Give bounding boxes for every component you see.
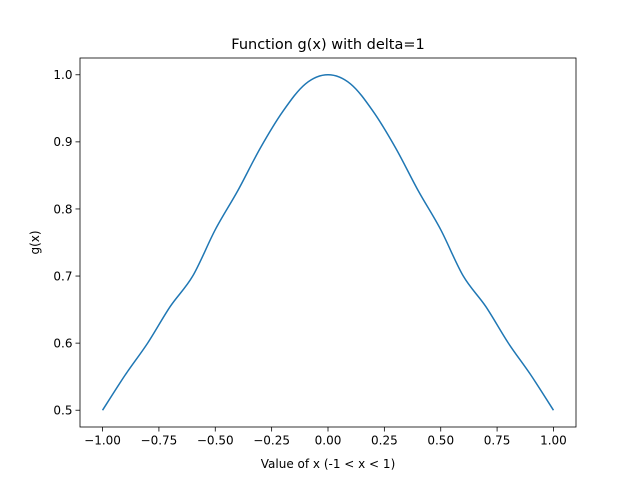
series-line-0 [101,74,555,411]
x-tick-label: −0.25 [253,434,290,448]
ticks-layer: −1.00 −0.75 −0.50 −0.25 0.00 0.25 0.50 0.75 1.00… [53,68,566,447]
y-tick-label: 1.0 [53,68,72,82]
x-tick-label: 0.25 [371,434,398,448]
x-tick-label: 0.00 [315,434,342,448]
y-tick-label: 0.7 [53,269,72,283]
x-tick-label: −0.75 [141,434,178,448]
x-tick-label: −0.50 [197,434,234,448]
y-tick-label: 0.9 [53,135,72,149]
y-tick-label: 0.8 [53,202,72,216]
chart-title: Function g(x) with delta=1 [231,37,424,53]
data-layer [101,74,555,411]
x-tick-label: 0.75 [484,434,511,448]
y-tick-label: 0.6 [53,336,72,350]
x-axis-label: Value of x (-1 < x < 1) [261,457,396,471]
x-tick-label: −1.00 [84,434,121,448]
y-tick-label: 0.5 [53,404,72,418]
plot-frame [79,57,577,428]
x-tick-label: 1.00 [540,434,567,448]
plot-area [80,58,576,427]
y-axis-label: g(x) [28,230,42,254]
x-tick-label: 0.50 [427,434,454,448]
